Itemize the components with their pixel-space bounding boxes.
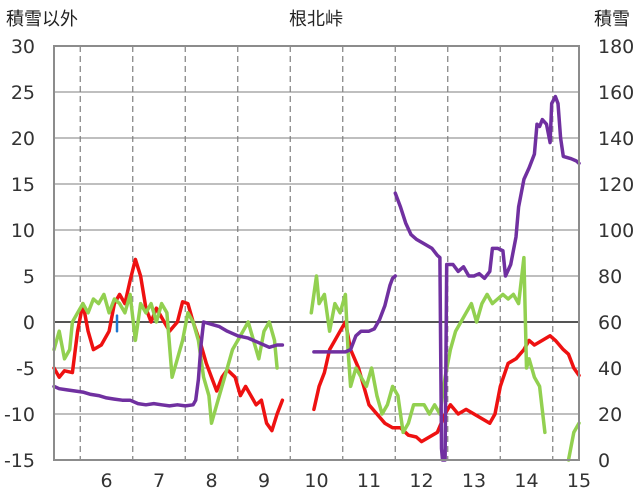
purple-series-line [52,320,285,408]
y-right-tick-label: 100 [598,220,634,242]
y-right-tick-label: 140 [598,128,634,150]
x-tick-label: 7 [153,470,165,492]
y-right-tick-label: 160 [598,82,634,104]
green-series-line [309,255,547,435]
series-lines [52,94,581,462]
x-tick-label: 6 [100,470,112,492]
y-left-tick-label: 25 [11,82,35,104]
y-right-tick-label: 180 [598,36,634,58]
y-right-tick-label: 40 [598,358,622,380]
x-tick-label: 12 [409,470,433,492]
y-right-tick-label: 60 [598,312,622,334]
y-right-tick-label: 0 [598,450,610,472]
x-tick-label: 9 [258,470,270,492]
y-right-tick-label: 120 [598,174,634,196]
y-left-tick-label: 20 [11,128,35,150]
x-tick-label: 8 [205,470,217,492]
x-tick-label: 15 [567,470,591,492]
y-left-tick-label: -15 [4,450,35,472]
plot-frame [53,45,580,461]
y-left-tick-label: -10 [4,404,35,426]
y-left-tick-label: 15 [11,174,35,196]
y-left-tick-label: -5 [16,358,35,380]
y-left-tick-label: 0 [23,312,35,334]
green-series-line [566,421,581,462]
green-series-line [52,292,279,425]
x-tick-label: 10 [304,470,328,492]
y-left-tick-label: 10 [11,220,35,242]
chart-title: 根北峠 [289,9,343,30]
x-tick-label: 13 [462,470,486,492]
purple-series-line [312,274,398,354]
right-axis-label: 積雪 [594,9,630,30]
purple-series-line [393,94,581,462]
tick-labels: 6 7 8 9 10 11 12 13 14 15 30 25 20 15 10 5 0 -5 -10 -15 180 1… [4,36,634,492]
y-right-tick-label: 80 [598,266,622,288]
y-right-tick-label: 20 [598,404,622,426]
y-left-tick-label: 5 [23,266,35,288]
x-tick-label: 14 [514,470,538,492]
left-axis-label: 積雪以外 [6,9,78,30]
y-left-tick-label: 30 [11,36,35,58]
x-tick-label: 11 [357,470,381,492]
